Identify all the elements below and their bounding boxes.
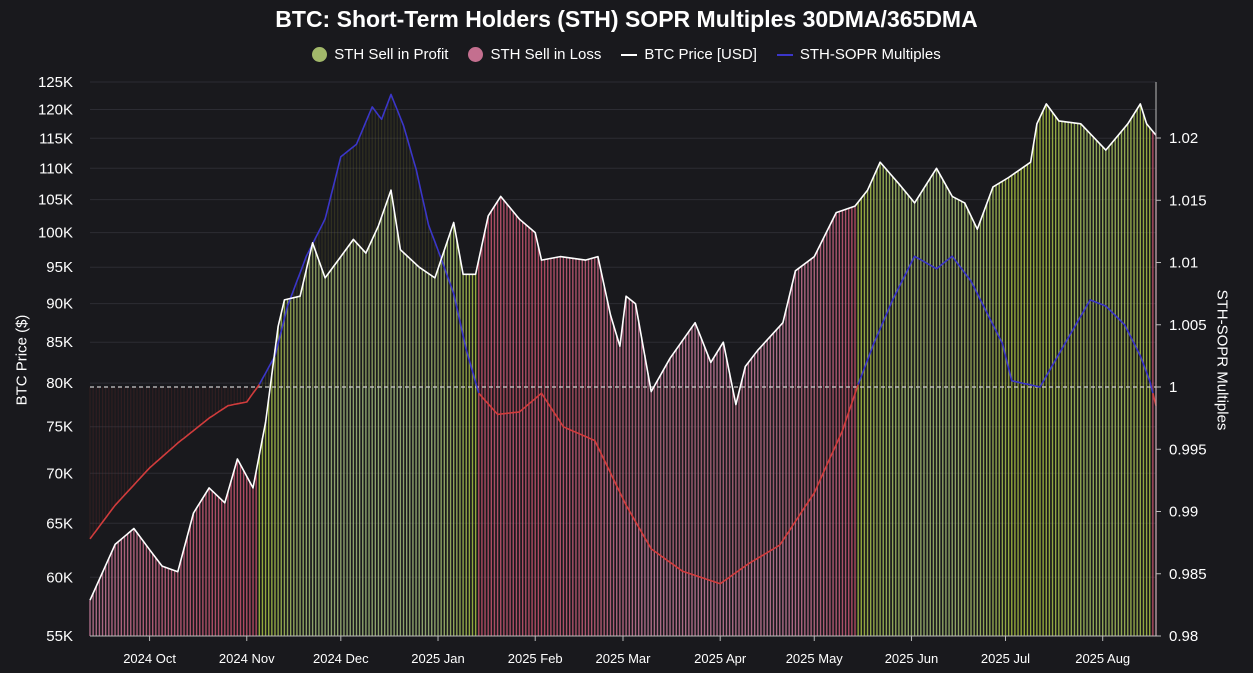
sopr-line-segment [857, 255, 1154, 394]
sopr-line-segment [478, 384, 859, 585]
legend-item-price[interactable]: BTC Price [USD] [621, 46, 757, 63]
y-right-tick-label: 1.01 [1169, 255, 1198, 272]
sopr-line-segment [1152, 393, 1157, 406]
sopr-line-layer [89, 93, 1157, 585]
x-tick-label: 2025 Jul [981, 651, 1030, 666]
x-tick-label: 2024 Nov [219, 651, 275, 666]
y-right-tick-label: 0.985 [1169, 566, 1207, 583]
y-left-tick-label: 95K [46, 259, 73, 276]
y-left-tick-label: 90K [46, 296, 73, 313]
legend-loss-label: STH Sell in Loss [490, 46, 602, 63]
y-left-tick-label: 75K [46, 419, 73, 436]
legend-profit-dot-icon [312, 47, 328, 62]
legend-item-sopr[interactable]: STH-SOPR Multiples [776, 46, 941, 63]
y-left-tick-label: 70K [46, 465, 73, 482]
x-tick-label: 2025 Aug [1075, 651, 1130, 666]
y-left-tick-label: 65K [46, 515, 73, 532]
y-axis-left-title: BTC Price ($) [13, 314, 31, 406]
legend-price-label: BTC Price [USD] [644, 46, 757, 63]
price-line-layer [89, 103, 1157, 601]
y-right-tick-label: 0.995 [1169, 441, 1207, 458]
x-tick-label: 2025 Mar [596, 651, 652, 666]
y-left-tick-label: 80K [46, 375, 73, 392]
y-right-tick-label: 1.015 [1169, 192, 1207, 209]
x-tick-label: 2025 Jan [411, 651, 465, 666]
legend: STH Sell in Profit STH Sell in Loss BTC … [0, 46, 1253, 63]
y-right-tick-label: 1.005 [1169, 317, 1207, 334]
legend-price-line-icon [621, 53, 638, 56]
btc-price-line [89, 103, 1157, 601]
y-right-tick-label: 0.98 [1169, 628, 1198, 645]
sopr-line-segment [258, 93, 480, 394]
sopr-bars [89, 103, 1157, 636]
x-tick-label: 2025 Feb [508, 651, 563, 666]
legend-item-profit[interactable]: STH Sell in Profit [312, 46, 448, 63]
legend-profit-label: STH Sell in Profit [334, 46, 449, 63]
y-left-tick-label: 60K [46, 569, 73, 586]
sopr-fill [89, 94, 1157, 584]
y-left-tick-label: 85K [46, 334, 73, 351]
legend-item-loss[interactable]: STH Sell in Loss [468, 46, 601, 63]
y-left-tick-label: 105K [38, 192, 73, 209]
y-left-tick-label: 110K [39, 160, 73, 177]
axes: 55K 60K 65K 70K 75K 80K 85K 90K 95K 100K 105K 110K 1… [38, 74, 1207, 666]
y-right-tick-label: 1 [1169, 379, 1177, 396]
sopr-line-segment [89, 384, 260, 540]
x-tick-label: 2024 Dec [313, 651, 369, 666]
y-right-tick-label: 1.02 [1169, 130, 1198, 147]
x-tick-label: 2024 Oct [123, 651, 176, 666]
x-tick-label: 2025 May [786, 651, 844, 666]
y-left-tick-label: 100K [38, 225, 73, 242]
legend-sopr-label: STH-SOPR Multiples [799, 46, 941, 63]
x-tick-label: 2025 Apr [694, 651, 747, 666]
legend-sopr-line-icon [776, 53, 793, 56]
x-tick-label: 2025 Jun [885, 651, 939, 666]
chart-title: BTC: Short-Term Holders (STH) SOPR Multi… [275, 6, 978, 32]
y-left-tick-label: 55K [46, 628, 73, 645]
legend-loss-dot-icon [468, 47, 484, 62]
y-left-tick-label: 125K [38, 74, 73, 91]
y-left-tick-label: 120K [38, 102, 73, 119]
y-left-tick-label: 115K [39, 130, 73, 147]
y-right-tick-label: 0.99 [1169, 504, 1198, 521]
y-axis-right-title: STH-SOPR Multiples [1213, 289, 1231, 431]
